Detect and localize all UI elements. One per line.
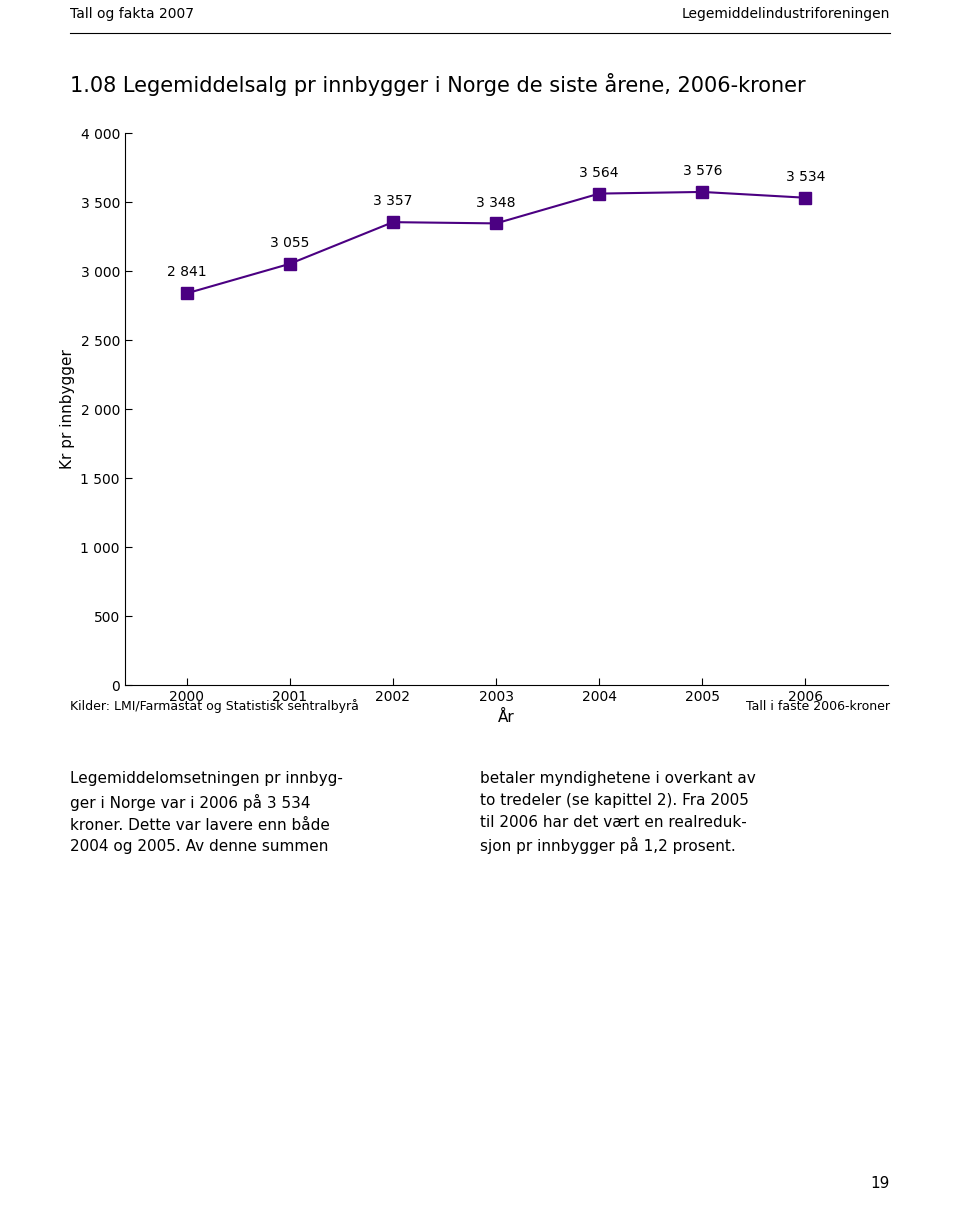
- Text: Tall i faste 2006-kroner: Tall i faste 2006-kroner: [746, 700, 890, 713]
- X-axis label: År: År: [498, 710, 515, 725]
- Text: 3 534: 3 534: [786, 170, 826, 184]
- Text: betaler myndighetene i overkant av
to tredeler (se kapittel 2). Fra 2005
til 200: betaler myndighetene i overkant av to tr…: [480, 771, 756, 854]
- Text: Legemiddelindustriforeningen: Legemiddelindustriforeningen: [682, 7, 890, 21]
- Text: 1.08 Legemiddelsalg pr innbygger i Norge de siste årene, 2006-kroner: 1.08 Legemiddelsalg pr innbygger i Norge…: [70, 73, 805, 96]
- Y-axis label: Kr pr innbygger: Kr pr innbygger: [60, 349, 75, 469]
- Text: 3 576: 3 576: [683, 164, 722, 178]
- Text: 2 841: 2 841: [167, 266, 206, 279]
- Text: Kilder: LMI/Farmastat og Statistisk sentralbyrå: Kilder: LMI/Farmastat og Statistisk sent…: [70, 699, 359, 713]
- Text: 3 348: 3 348: [476, 195, 516, 210]
- Text: 3 055: 3 055: [270, 237, 309, 250]
- Text: Tall og fakta 2007: Tall og fakta 2007: [70, 7, 194, 21]
- Text: 3 564: 3 564: [580, 166, 619, 180]
- Text: 3 357: 3 357: [373, 194, 413, 209]
- Text: 19: 19: [871, 1177, 890, 1191]
- Text: Legemiddelomsetningen pr innbyg-
ger i Norge var i 2006 på 3 534
kroner. Dette v: Legemiddelomsetningen pr innbyg- ger i N…: [70, 771, 343, 854]
